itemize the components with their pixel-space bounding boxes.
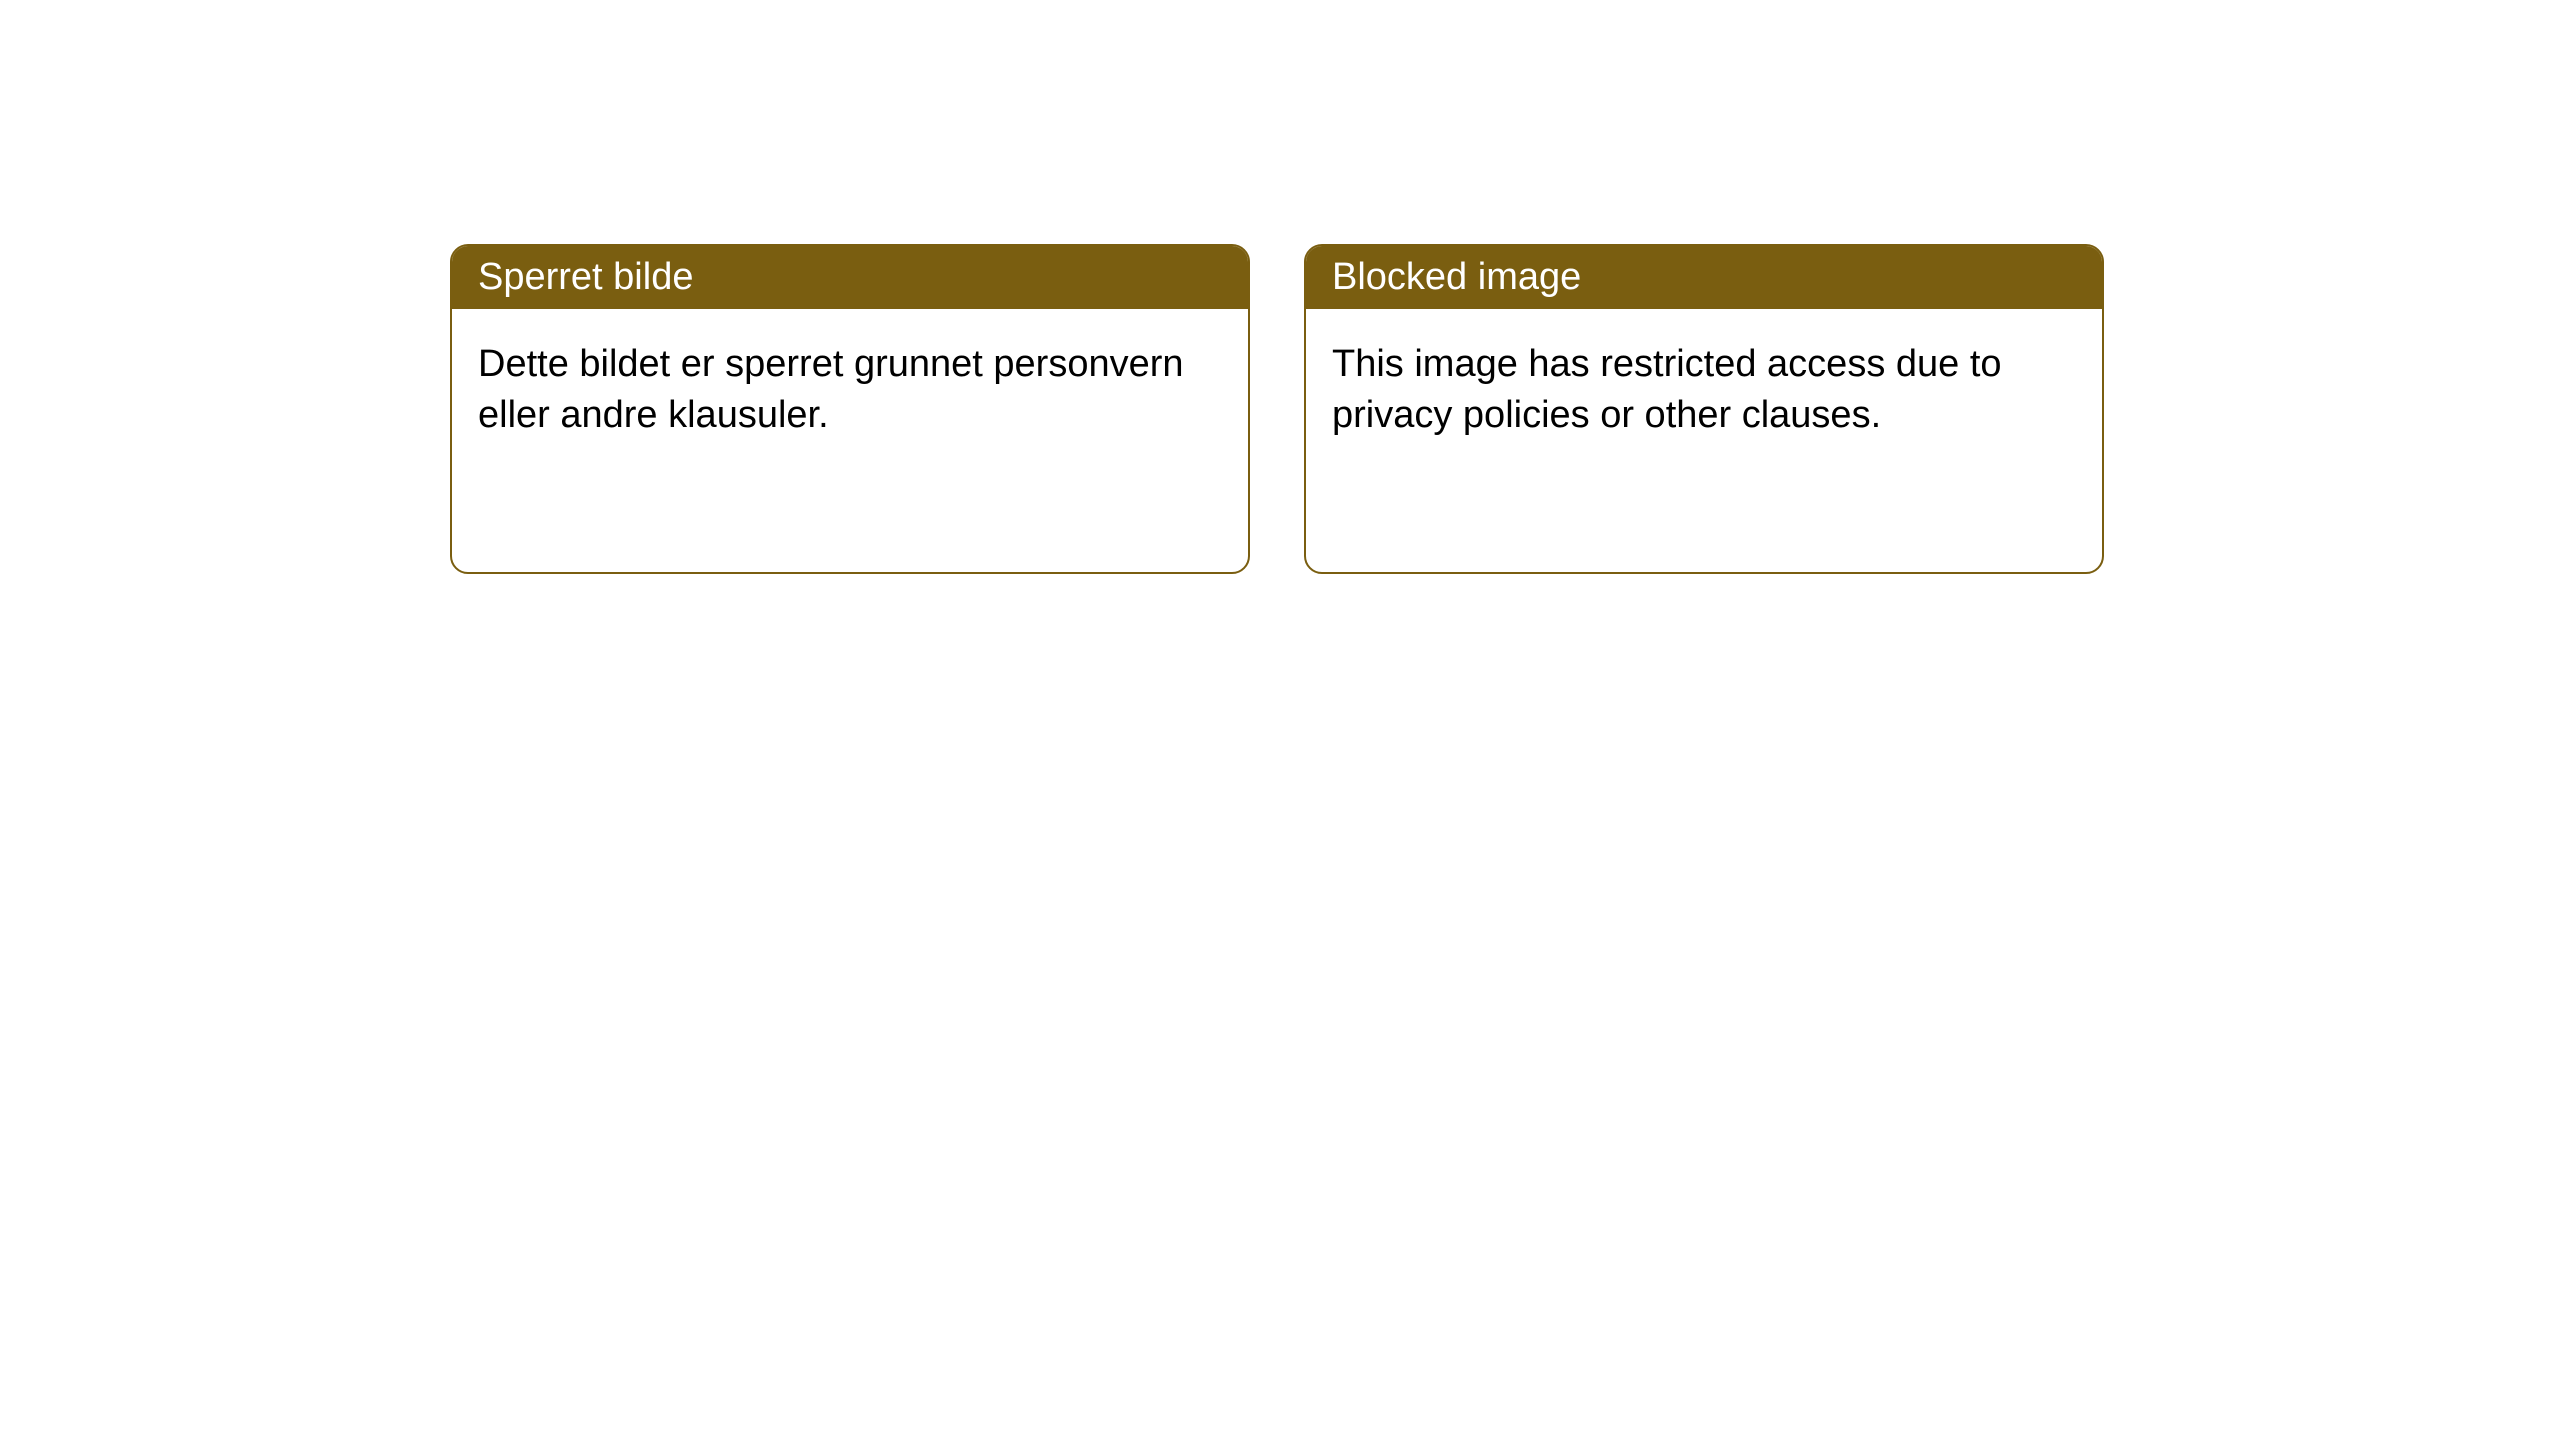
blocked-image-card-norwegian: Sperret bilde Dette bildet er sperret gr… — [450, 244, 1250, 574]
card-body-norwegian: Dette bildet er sperret grunnet personve… — [452, 309, 1248, 472]
card-header-norwegian: Sperret bilde — [452, 246, 1248, 309]
card-header-english: Blocked image — [1306, 246, 2102, 309]
notice-container: Sperret bilde Dette bildet er sperret gr… — [0, 0, 2560, 574]
card-body-english: This image has restricted access due to … — [1306, 309, 2102, 472]
blocked-image-card-english: Blocked image This image has restricted … — [1304, 244, 2104, 574]
